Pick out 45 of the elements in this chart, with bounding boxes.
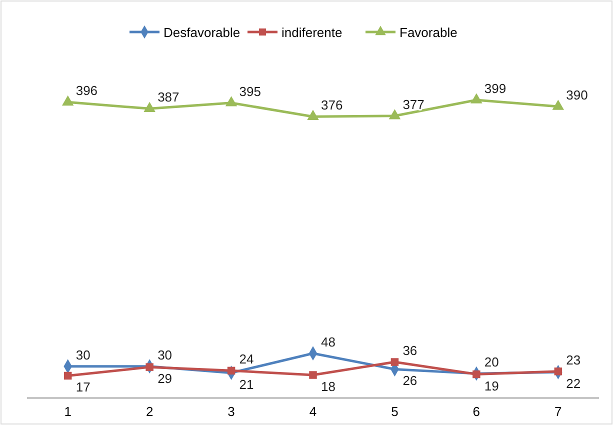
data-label: 30 bbox=[158, 347, 172, 362]
legend-label: indiferente bbox=[282, 25, 342, 40]
data-label: 399 bbox=[484, 81, 506, 96]
data-label: 396 bbox=[76, 83, 98, 98]
x-tick-label: 3 bbox=[228, 404, 235, 419]
data-label: 17 bbox=[76, 380, 90, 395]
point bbox=[227, 366, 236, 375]
data-label: 387 bbox=[158, 90, 180, 105]
data-label: 395 bbox=[239, 84, 261, 99]
point bbox=[390, 358, 399, 366]
data-label: 390 bbox=[566, 87, 588, 102]
point bbox=[470, 93, 482, 104]
x-tick-label: 1 bbox=[64, 404, 72, 419]
data-label: 48 bbox=[321, 334, 336, 350]
point bbox=[552, 100, 564, 110]
point bbox=[225, 96, 238, 106]
point bbox=[388, 109, 401, 120]
point bbox=[64, 372, 72, 380]
data-label: 29 bbox=[158, 371, 172, 386]
point bbox=[472, 370, 480, 378]
point bbox=[62, 95, 74, 106]
data-label: 24 bbox=[239, 352, 254, 367]
data-label: 18 bbox=[321, 379, 336, 394]
data-label: 22 bbox=[566, 376, 581, 392]
data-label: 26 bbox=[402, 373, 418, 388]
x-tick-label: 2 bbox=[146, 404, 154, 419]
x-tick-label: 5 bbox=[391, 404, 398, 419]
point bbox=[309, 371, 317, 379]
data-label: 377 bbox=[402, 96, 424, 112]
point bbox=[554, 368, 562, 376]
data-label: 376 bbox=[321, 98, 343, 113]
data-label: 21 bbox=[239, 376, 254, 392]
legend-label: Favorable bbox=[400, 25, 458, 40]
x-tick-label: 7 bbox=[554, 404, 562, 419]
point bbox=[146, 363, 154, 371]
data-label: 23 bbox=[566, 352, 581, 368]
point bbox=[307, 110, 319, 120]
data-label: 19 bbox=[484, 378, 499, 394]
x-tick-label: 4 bbox=[309, 404, 317, 419]
x-tick-label: 6 bbox=[472, 404, 480, 419]
data-label: 20 bbox=[484, 354, 499, 370]
data-label: 36 bbox=[402, 343, 418, 358]
data-label: 30 bbox=[76, 347, 90, 362]
point bbox=[144, 102, 156, 112]
legend-label: Desfavorable bbox=[164, 25, 240, 40]
